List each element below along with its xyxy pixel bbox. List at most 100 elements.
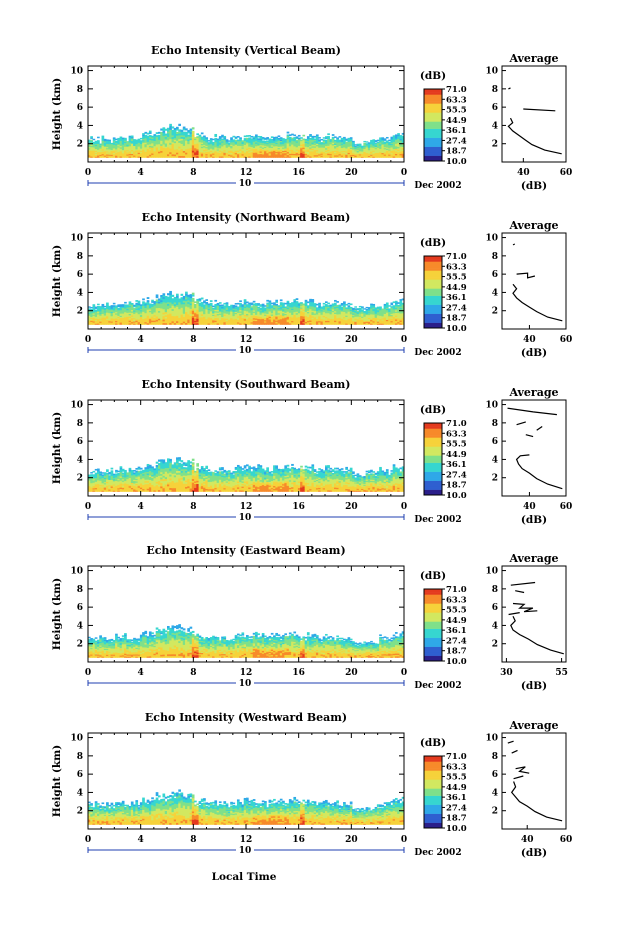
heatmap-cell (261, 318, 265, 321)
heatmap-cell (318, 149, 321, 152)
heatmap-cell (255, 138, 258, 140)
heatmap-cell (223, 315, 227, 318)
heatmap-cell (345, 143, 348, 146)
heatmap-cell (261, 315, 265, 317)
heatmap-cell (97, 143, 100, 146)
heatmap-cell (176, 308, 179, 311)
heatmap-cell (295, 150, 299, 152)
heatmap-cell (356, 155, 360, 157)
heatmap-cell (207, 318, 211, 320)
heatmap-cell (340, 150, 344, 153)
heatmap-cell (167, 143, 170, 146)
heatmap-cell (374, 146, 378, 149)
heatmap-cell (151, 318, 154, 321)
heatmap-cell (139, 143, 143, 146)
heatmap-cell (128, 302, 132, 305)
heatmap-cell (115, 315, 118, 318)
heatmap-cell (173, 314, 177, 317)
heatmap-cell (349, 137, 353, 139)
heatmap-cell (309, 144, 312, 147)
heatmap-cell (259, 319, 263, 322)
heatmap-cell (99, 153, 102, 156)
heatmap-cell (257, 314, 260, 317)
heatmap-cell (133, 316, 136, 319)
heatmap-cell (180, 319, 184, 322)
heatmap-cell (173, 298, 177, 301)
heatmap-cell (227, 149, 231, 151)
heatmap-cell (182, 316, 186, 319)
heatmap-cell (169, 322, 172, 325)
heatmap-cell (345, 142, 348, 145)
heatmap-cell (121, 308, 125, 311)
heatmap-cell (182, 314, 186, 317)
heatmap-cell (388, 139, 391, 142)
heatmap-cell (137, 154, 141, 157)
heatmap-cell (169, 138, 172, 142)
heatmap-cell (187, 146, 190, 149)
heatmap-cell (250, 145, 254, 148)
heatmap-cell (270, 142, 274, 145)
heatmap-cell (180, 312, 184, 315)
heatmap-cell (401, 141, 405, 143)
average-y-tick-label: 8 (492, 85, 498, 95)
heatmap-cell (365, 156, 369, 158)
heatmap-cell (169, 129, 172, 132)
heatmap-cell (133, 145, 136, 148)
heatmap-cell (223, 146, 227, 148)
heatmap-cell (270, 314, 274, 316)
heatmap-cell (117, 312, 120, 314)
heatmap-cell (169, 149, 172, 153)
heatmap-cell (203, 154, 206, 157)
heatmap-cell (88, 317, 91, 319)
heatmap-cell (97, 145, 100, 148)
heatmap-cell (112, 308, 116, 311)
heatmap-cell (185, 293, 188, 296)
heatmap-cell (232, 323, 236, 325)
heatmap-cell (117, 148, 120, 150)
heatmap-cell (279, 140, 283, 143)
heatmap-cell (236, 139, 240, 142)
heatmap-cell (194, 319, 197, 321)
heatmap-cell (234, 319, 238, 322)
heatmap-cell (106, 155, 109, 157)
heatmap-cell (185, 320, 188, 323)
heatmap-cell (266, 321, 269, 324)
heatmap-cell (236, 146, 240, 149)
heatmap-cell (239, 155, 242, 157)
heatmap-cell (370, 150, 373, 152)
heatmap-cell (180, 307, 184, 310)
heatmap-cell (144, 139, 148, 142)
heatmap-cell (246, 323, 249, 325)
heatmap-cell (212, 305, 215, 308)
heatmap-cell (146, 147, 150, 150)
heatmap-cell (198, 151, 202, 154)
heatmap-cell (157, 312, 161, 315)
heatmap-cell (137, 317, 141, 320)
heatmap-cell (130, 305, 134, 308)
heatmap-cell (275, 149, 278, 151)
heatmap-cell (367, 144, 371, 147)
heatmap-cell (313, 154, 317, 157)
heatmap-cell (97, 306, 100, 308)
heatmap-cell (325, 149, 328, 151)
heatmap-cell (103, 149, 107, 152)
heatmap-cell (313, 151, 317, 153)
heatmap-cell (106, 146, 109, 149)
heatmap-cell (320, 142, 324, 144)
heatmap-cell (236, 316, 240, 318)
heatmap-cell (133, 322, 136, 324)
heatmap-cell (223, 302, 227, 305)
heatmap-cell (189, 149, 193, 152)
heatmap-cell (128, 309, 132, 312)
heatmap-cell (352, 143, 355, 145)
heatmap-cell (160, 316, 163, 319)
heatmap-cell (230, 143, 233, 145)
heatmap-cell (157, 318, 161, 321)
heatmap-cell (135, 314, 139, 317)
heatmap-cell (191, 153, 195, 157)
x-tick-label: 16 (292, 335, 305, 345)
heatmap-cell (388, 145, 391, 148)
heatmap-cell (115, 153, 118, 155)
heatmap-cell (372, 145, 376, 147)
heatmap-cell (234, 313, 238, 316)
